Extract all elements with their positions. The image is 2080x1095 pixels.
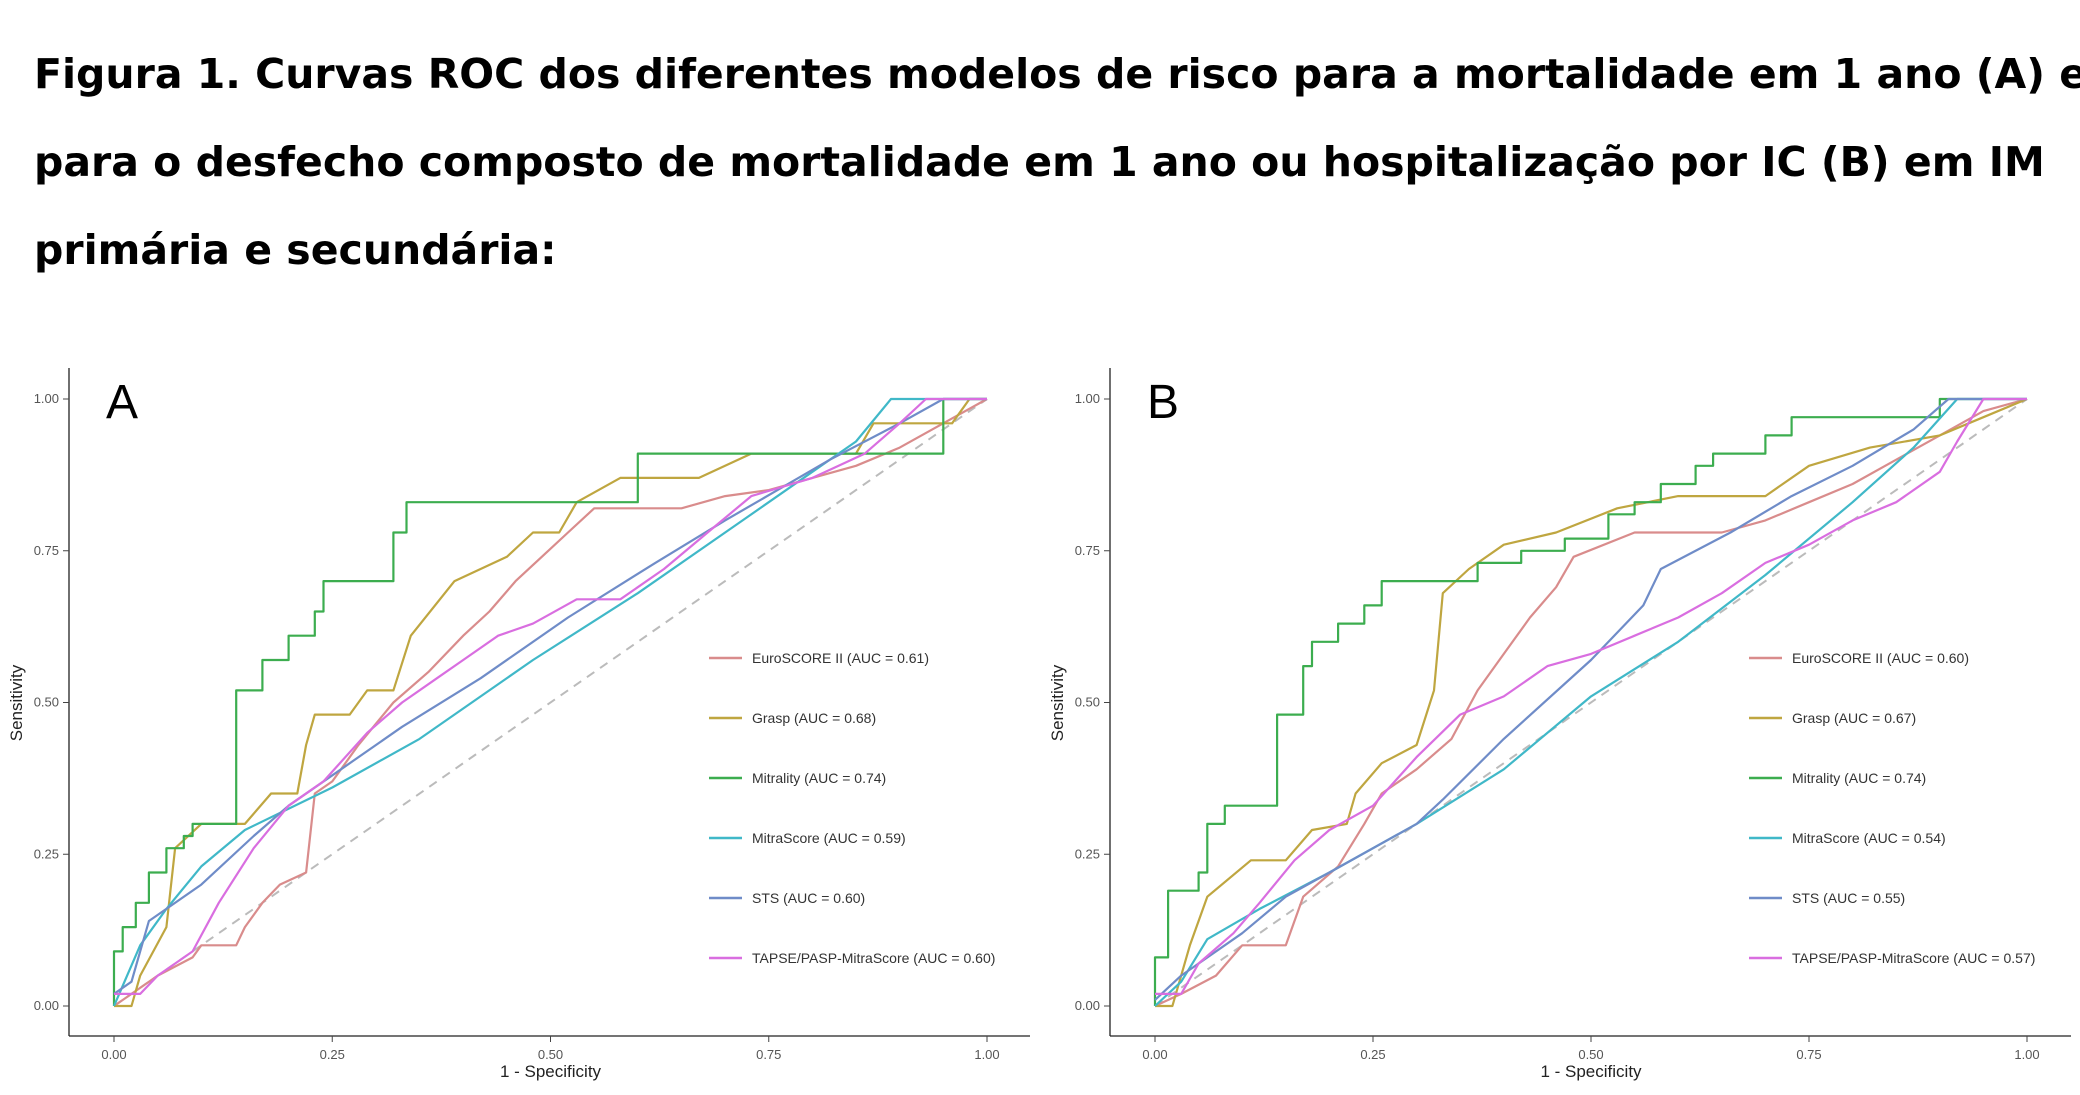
roc-curve-1 xyxy=(1154,397,2028,1007)
x-tick-label: 1.00 xyxy=(2014,1047,2039,1062)
y-axis-label: Sensitivity xyxy=(7,664,26,741)
reference-diagonal xyxy=(1154,398,2028,1007)
panel-label: A xyxy=(106,376,138,429)
y-axis-label: Sensitivity xyxy=(1048,664,1067,741)
roc-curve-5 xyxy=(113,397,987,995)
x-tick-label: 0.50 xyxy=(1578,1047,1603,1062)
legend-label: STS (AUC = 0.55) xyxy=(1792,890,1905,906)
legend-label: Grasp (AUC = 0.67) xyxy=(1792,710,1916,726)
roc-curve-6 xyxy=(114,397,987,996)
roc-curve-6 xyxy=(1155,397,2027,996)
legend-label: MitraScore (AUC = 0.54) xyxy=(1792,830,1946,846)
roc-curve-3 xyxy=(112,397,987,1006)
legend-label: Mitrality (AUC = 0.74) xyxy=(752,770,886,786)
x-tick-label: 0.25 xyxy=(1360,1047,1385,1062)
x-tick-label: 1.00 xyxy=(974,1047,999,1062)
y-tick-label: 0.50 xyxy=(34,695,59,710)
x-axis-label: 1 - Specificity xyxy=(500,1062,602,1081)
y-tick-label: 0.75 xyxy=(34,543,59,558)
legend-label: EuroSCORE II (AUC = 0.60) xyxy=(1792,650,1969,666)
figure-title-line-3: primária e secundária: xyxy=(34,226,557,274)
y-tick-label: 0.00 xyxy=(1075,998,1100,1013)
roc-curve-2 xyxy=(1155,397,2028,1008)
y-tick-label: 0.75 xyxy=(1075,543,1100,558)
y-tick-label: 0.00 xyxy=(34,998,59,1013)
panel-label: B xyxy=(1147,376,1179,429)
x-axis-label: 1 - Specificity xyxy=(1540,1062,1642,1081)
y-tick-label: 0.25 xyxy=(1075,846,1100,861)
roc-curve-3 xyxy=(1153,397,2027,1006)
legend-label: TAPSE/PASP-MitraScore (AUC = 0.57) xyxy=(1792,950,2035,966)
legend-label: Mitrality (AUC = 0.74) xyxy=(1792,770,1926,786)
y-tick-label: 0.25 xyxy=(34,846,59,861)
legend-label: EuroSCORE II (AUC = 0.61) xyxy=(752,650,929,666)
y-tick-label: 0.50 xyxy=(1075,695,1100,710)
legend-label: Grasp (AUC = 0.68) xyxy=(752,710,876,726)
legend-label: MitraScore (AUC = 0.59) xyxy=(752,830,906,846)
figure-title-line-1: Figura 1. Curvas ROC dos diferentes mode… xyxy=(34,50,2080,98)
legend-label: TAPSE/PASP-MitraScore (AUC = 0.60) xyxy=(752,950,995,966)
figure-title-line-2: para o desfecho composto de mortalidade … xyxy=(34,138,2045,186)
y-tick-label: 1.00 xyxy=(1075,391,1100,406)
legend-label: STS (AUC = 0.60) xyxy=(752,890,865,906)
y-tick-label: 1.00 xyxy=(34,391,59,406)
roc-chart-B: 0.00 0.25 0.50 0.75 1.00 0.00 0.25 0.50 0.75 1.00… xyxy=(1048,368,2071,1081)
x-tick-label: 0.75 xyxy=(756,1047,781,1062)
roc-curve-5 xyxy=(1154,397,2027,1001)
x-tick-label: 0.50 xyxy=(538,1047,563,1062)
x-tick-label: 0.25 xyxy=(320,1047,345,1062)
figure-title: Figura 1. Curvas ROC dos diferentes mode… xyxy=(34,30,2080,294)
roc-curve-4 xyxy=(112,397,987,1007)
reference-diagonal xyxy=(113,398,988,1007)
roc-chart-A: 0.00 0.25 0.50 0.75 1.00 0.00 0.25 0.50 0.75 1.00… xyxy=(7,368,1030,1081)
x-tick-label: 0.00 xyxy=(101,1047,126,1062)
x-tick-label: 0.00 xyxy=(1142,1047,1167,1062)
roc-curve-4 xyxy=(1154,397,2027,1007)
x-tick-label: 0.75 xyxy=(1796,1047,1821,1062)
